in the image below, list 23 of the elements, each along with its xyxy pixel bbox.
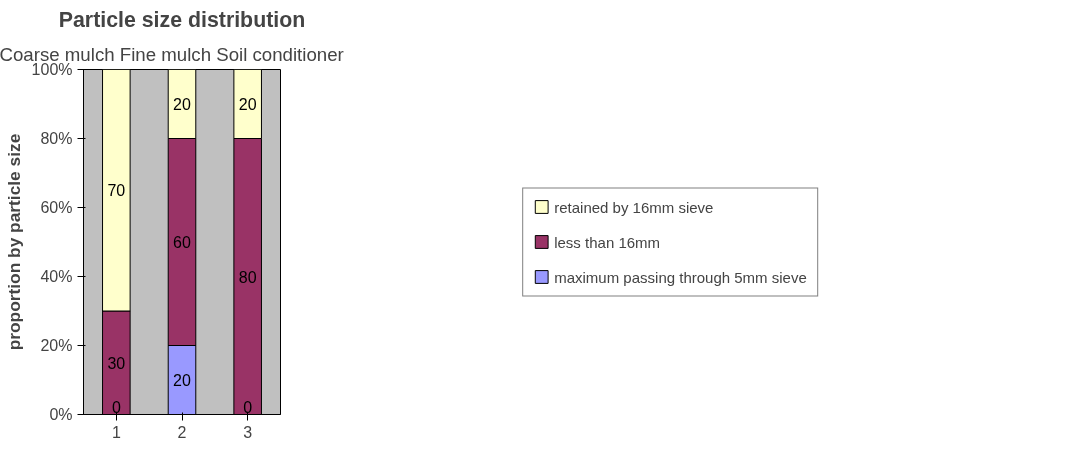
- legend-label: less than 16mm: [554, 233, 661, 250]
- x-tick-label: 2: [177, 423, 187, 441]
- data-label: 30: [107, 354, 126, 372]
- y-tick-label: 0%: [49, 406, 73, 423]
- annotation: 0: [243, 398, 253, 416]
- data-label: 20: [173, 96, 191, 113]
- data-label: 60: [173, 234, 191, 251]
- data-label: 20: [238, 96, 257, 113]
- y-tick-label: 20%: [40, 337, 73, 354]
- x-tick-label: 1: [111, 423, 121, 441]
- data-label: 80: [238, 268, 257, 286]
- y-tick-label: 60%: [40, 199, 73, 216]
- x-tick-label: 3: [243, 423, 253, 441]
- y-tick-label: 40%: [40, 268, 73, 285]
- legend-label: maximum passing through 5mm sieve: [554, 268, 807, 285]
- data-label: 70: [107, 182, 126, 200]
- data-label: 20: [173, 372, 191, 389]
- y-tick-label: 80%: [40, 130, 73, 147]
- y-axis-title: proportion by particle size: [3, 133, 24, 351]
- chart-title: Particle size distribution: [58, 7, 306, 32]
- annotation: 0: [111, 398, 121, 416]
- y-tick-label: 100%: [31, 61, 73, 78]
- legend-label: retained by 16mm sieve: [554, 198, 714, 215]
